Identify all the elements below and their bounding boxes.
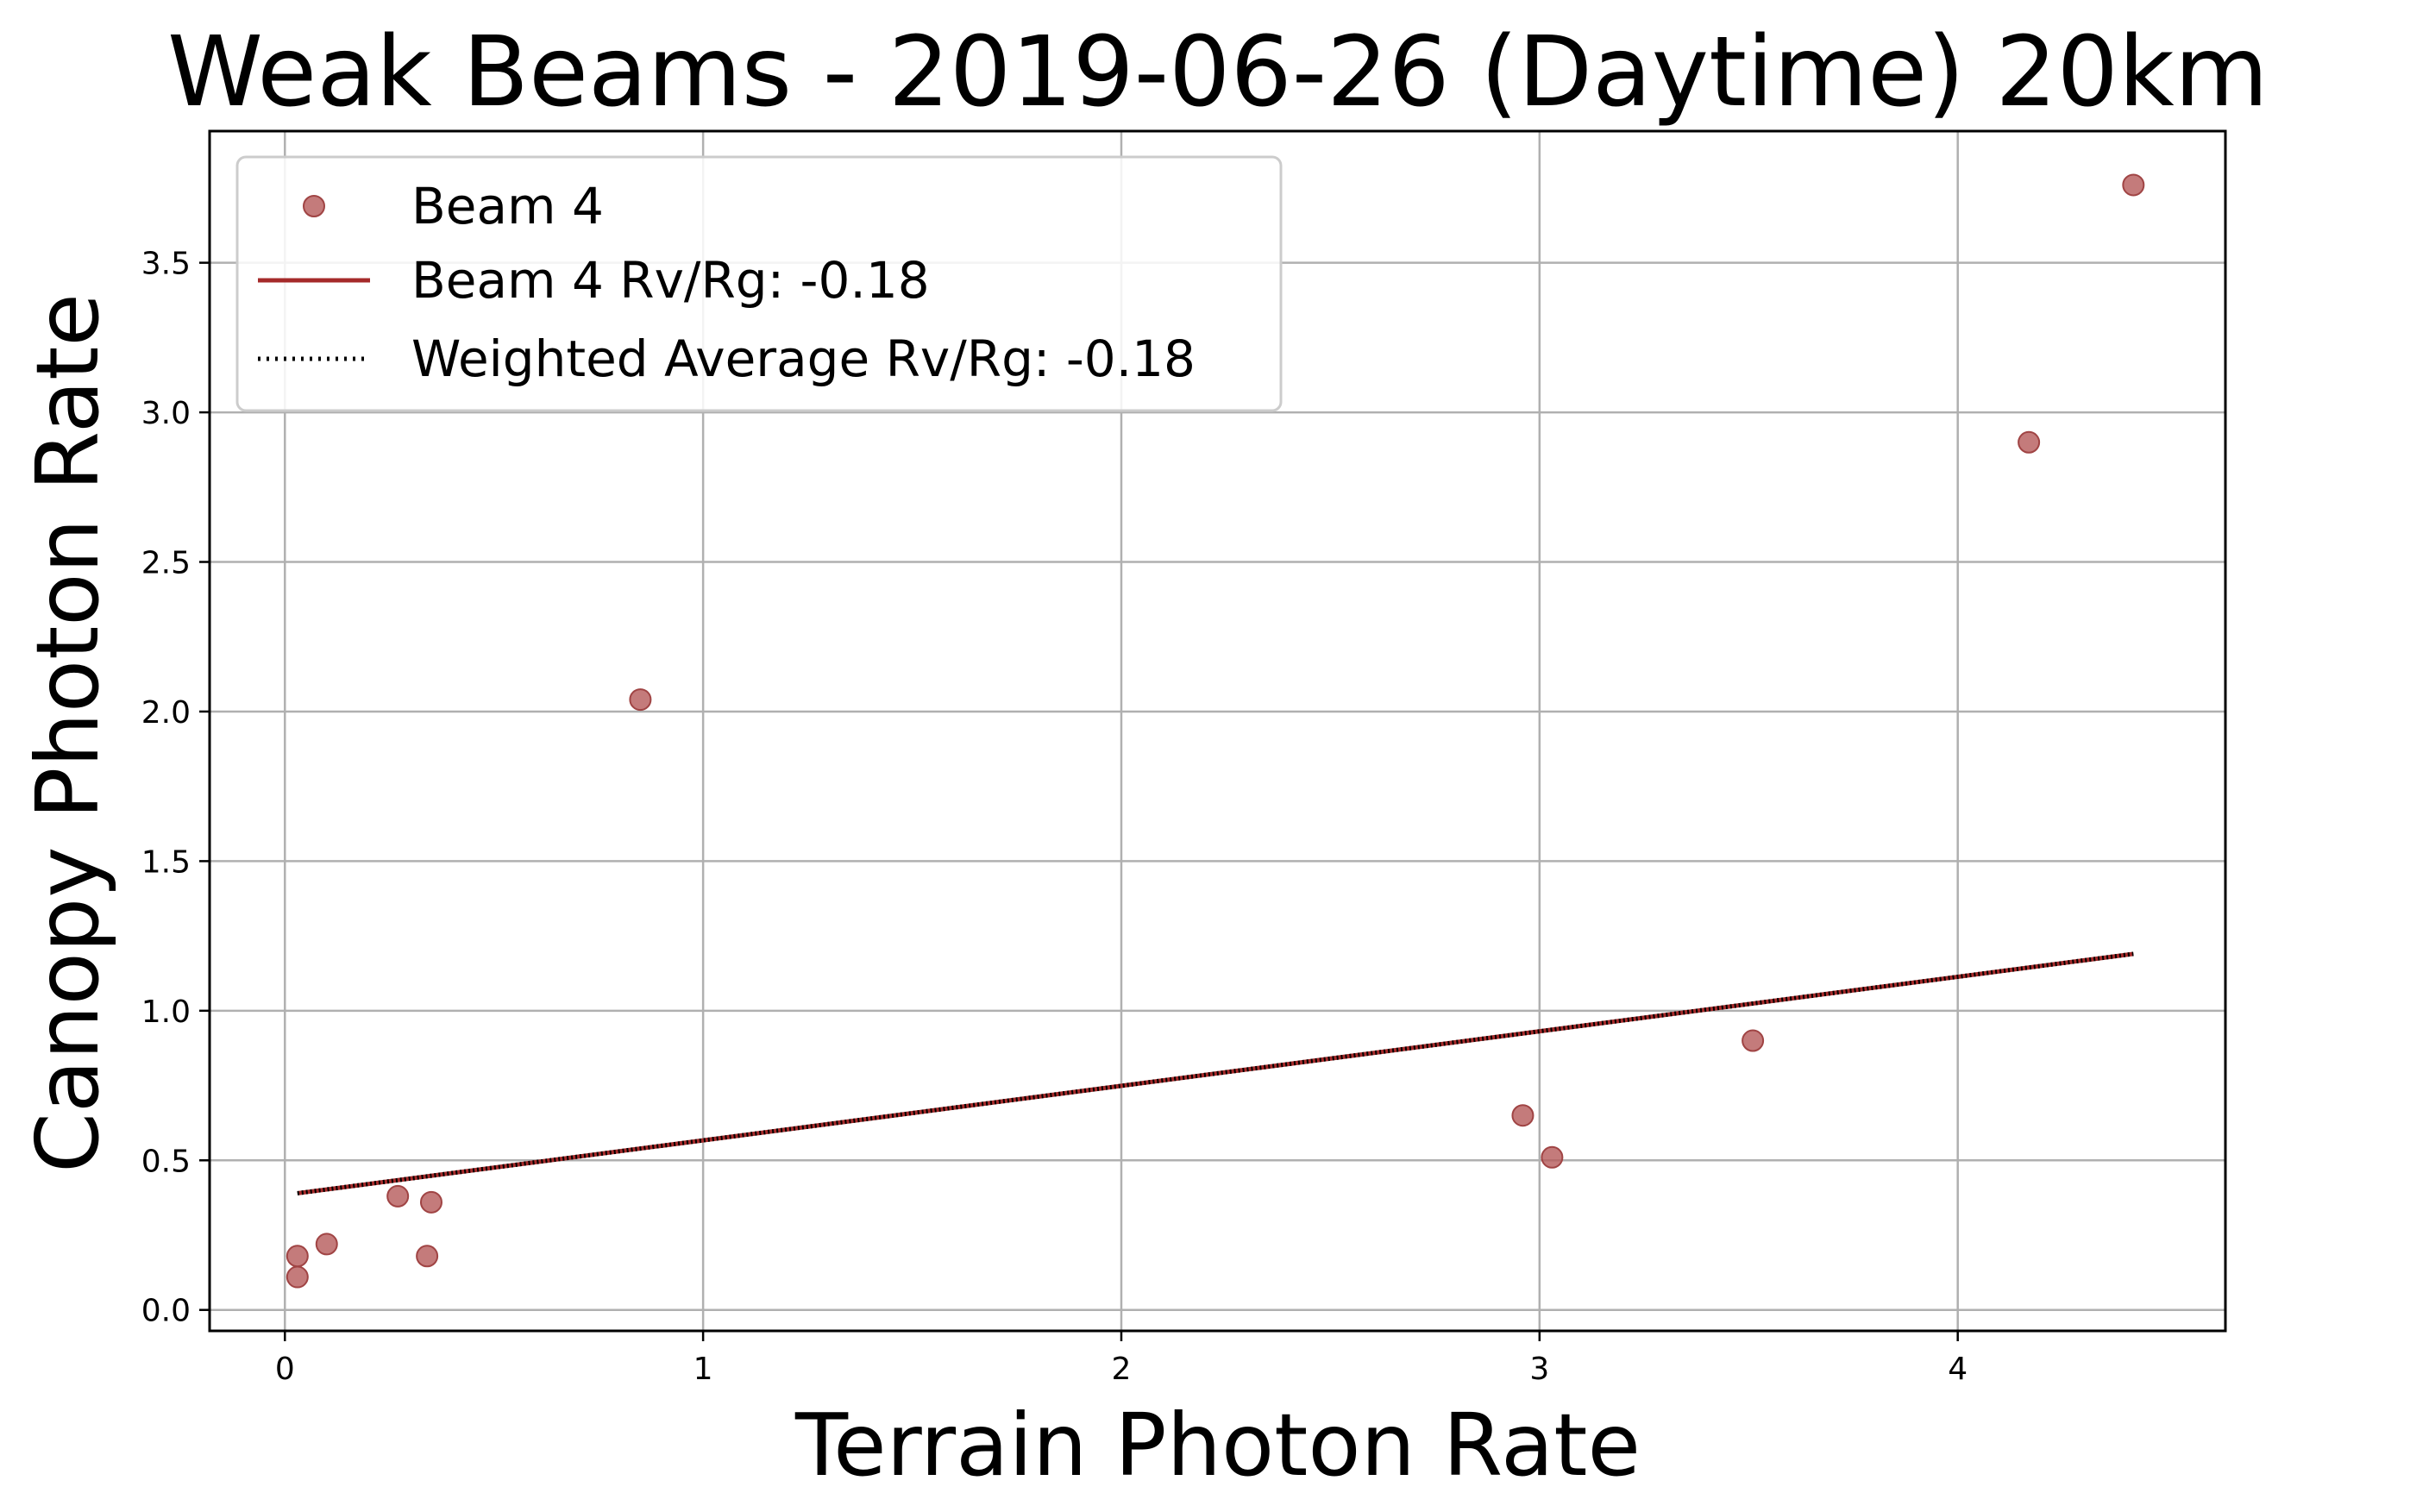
scatter-point xyxy=(1511,1104,1534,1127)
y-tick-label: 3.5 xyxy=(141,247,191,282)
y-tick-label: 0.0 xyxy=(141,1294,191,1329)
scatter-point xyxy=(286,1265,309,1289)
scatter-point xyxy=(1742,1029,1765,1052)
legend-box xyxy=(235,155,1283,412)
scatter-point xyxy=(315,1233,338,1256)
y-tick-label: 2.5 xyxy=(141,546,191,581)
legend-label-weighted-average: Weighted Average Rv/Rg: -0.18 xyxy=(411,329,1196,388)
x-tick-label: 2 xyxy=(1112,1352,1132,1387)
x-tick-label: 0 xyxy=(275,1352,295,1387)
x-tick-label: 4 xyxy=(1948,1352,1968,1387)
y-tick-label: 1.0 xyxy=(141,994,191,1030)
scatter-point xyxy=(2122,173,2145,197)
chart-title: Weak Beams - 2019-06-26 (Daytime) 20km xyxy=(167,16,2269,129)
legend-marker-beam-4 xyxy=(303,195,325,217)
x-tick-label: 3 xyxy=(1529,1352,1549,1387)
y-tick-label: 3.0 xyxy=(141,396,191,431)
scatter-point xyxy=(416,1245,439,1268)
plot-area-frame xyxy=(208,129,2227,1333)
scatter-point xyxy=(386,1184,410,1208)
legend-label-beam-4: Beam 4 xyxy=(411,177,604,235)
legend-label-beam-4-fit: Beam 4 Rv/Rg: -0.18 xyxy=(411,251,930,310)
x-tick-label: 1 xyxy=(694,1352,713,1387)
beam-4-fit-line xyxy=(297,951,2134,1195)
x-axis-ticks: 0 1 2 3 4 xyxy=(275,1331,1968,1387)
scatter-point xyxy=(1541,1145,1564,1169)
scatter-point xyxy=(286,1245,309,1268)
scatter-point xyxy=(2018,430,2041,454)
series-layer xyxy=(286,173,2145,1289)
y-tick-label: 2.0 xyxy=(141,695,191,731)
y-tick-label: 0.5 xyxy=(141,1144,191,1179)
y-axis-label: Canopy Photon Rate xyxy=(17,293,118,1173)
scatter-point xyxy=(629,688,652,712)
scatter-point xyxy=(419,1190,442,1214)
y-tick-label: 1.5 xyxy=(141,844,191,880)
legend: Beam 4 Beam 4 Rv/Rg: -0.18 Weighted Aver… xyxy=(235,155,1283,412)
x-axis-label: Terrain Photon Rate xyxy=(794,1395,1641,1496)
y-axis-ticks: 0.0 0.5 1.0 1.5 2.0 2.5 3.0 3.5 xyxy=(141,247,210,1329)
